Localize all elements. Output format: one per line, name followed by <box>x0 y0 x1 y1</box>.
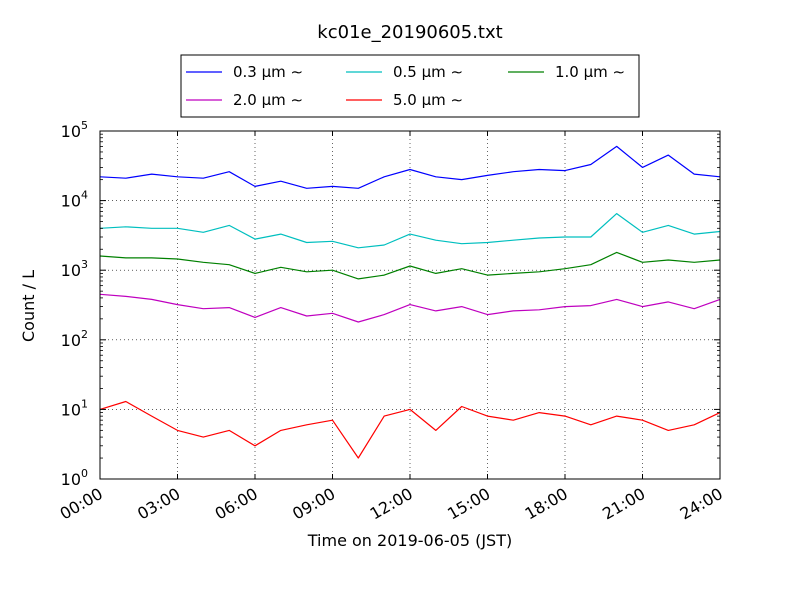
y-tick-base: 10 <box>61 261 81 280</box>
y-tick-exponent: 0 <box>81 467 88 480</box>
y-tick-exponent: 3 <box>81 258 88 271</box>
y-tick-label: 100 <box>61 467 88 489</box>
y-tick-base: 10 <box>61 470 81 489</box>
legend-label-3: 2.0 μm ∼ <box>233 91 303 109</box>
series-line-2 <box>99 251 721 280</box>
x-axis-label: Time on 2019-06-05 (JST) <box>307 531 512 550</box>
legend-frame <box>180 54 640 118</box>
y-tick-exponent: 1 <box>81 397 88 410</box>
x-tick-label: 00:00 <box>57 484 106 524</box>
legend-label-0: 0.3 μm ∼ <box>233 63 303 81</box>
x-tick-label: 06:00 <box>212 484 261 524</box>
y-tick-base: 10 <box>61 331 81 350</box>
grid <box>100 131 720 479</box>
y-tick-base: 10 <box>61 122 81 141</box>
y-tick-exponent: 5 <box>81 119 88 132</box>
legend-label-1: 0.5 μm ∼ <box>393 63 463 81</box>
series-line-1 <box>99 213 721 249</box>
y-axis-label: Count / L <box>19 270 38 342</box>
series-line-4 <box>99 400 721 459</box>
legend-label-4: 5.0 μm ∼ <box>393 91 463 109</box>
chart-title: kc01e_20190605.txt <box>317 22 502 43</box>
x-tick-label: 18:00 <box>522 484 571 524</box>
y-tick-base: 10 <box>61 192 81 211</box>
legend-label-2: 1.0 μm ∼ <box>555 63 625 81</box>
x-tick-label: 03:00 <box>134 484 183 524</box>
x-tick-label: 12:00 <box>367 484 416 524</box>
series-line-3 <box>99 293 721 323</box>
legend: 0.3 μm ∼ 0.5 μm ∼ 1.0 μm ∼ 2.0 μm ∼ 5.0 μm ∼ <box>180 54 640 118</box>
y-tick-label: 104 <box>61 189 88 211</box>
y-tick-base: 10 <box>61 400 81 419</box>
y-tick-exponent: 2 <box>81 328 88 341</box>
series-line-0 <box>99 145 721 189</box>
x-tick-label: 09:00 <box>289 484 338 524</box>
y-tick-label: 103 <box>61 258 88 280</box>
y-tick-label: 102 <box>61 328 88 350</box>
x-tick-label: 15:00 <box>444 484 493 524</box>
x-tick-label: 21:00 <box>599 484 648 524</box>
y-tick-label: 101 <box>61 397 88 419</box>
y-tick-exponent: 4 <box>81 189 88 202</box>
x-tick-label: 24:00 <box>677 484 726 524</box>
axis-ticks: 00:00 03:00 06:00 09:00 12:00 15:00 18:00 21:00… <box>57 119 726 524</box>
y-tick-label: 105 <box>61 119 88 141</box>
series-layer <box>99 145 721 459</box>
